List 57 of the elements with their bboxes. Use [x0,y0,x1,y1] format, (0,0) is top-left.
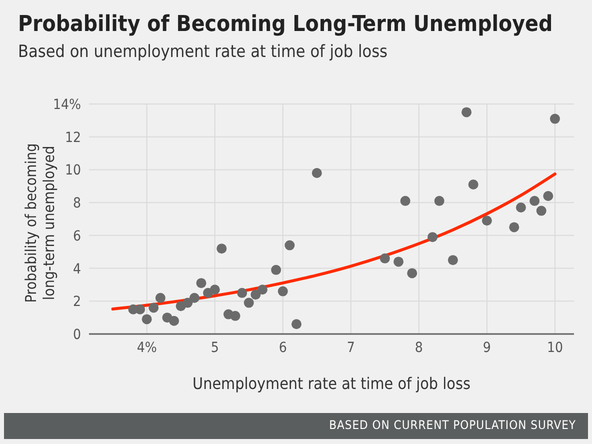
x-tick-label: 9 [482,340,491,356]
y-tick-label: 6 [72,228,81,244]
x-tick-label: 7 [346,340,355,356]
point [291,319,302,330]
point [509,222,520,232]
point [530,196,540,206]
point [550,114,560,124]
x-tick-label: 5 [210,340,219,356]
x-axis-title: Unemployment rate at time of job loss [192,374,472,393]
point [271,264,282,275]
point [462,107,472,118]
point [278,286,288,296]
point [135,304,146,314]
point [216,244,227,254]
point [468,180,478,190]
point [182,298,193,308]
point [148,302,159,313]
line-series [111,172,556,311]
point [536,206,546,216]
y-tick-label: 4 [72,261,81,278]
point [516,202,526,212]
point [230,310,240,321]
x-tick-label: 10 [546,340,563,356]
chart-title: Probability of Becoming Long-Term Unemployed [18,12,553,37]
point [400,196,410,206]
chart-subtitle: Based on unemployment rate at time of job loss [18,42,388,62]
y-tick-label: 14% [53,96,82,113]
point [428,232,438,242]
point [284,240,295,250]
point [189,292,200,303]
x-tick-label: 4% [136,340,157,356]
y-tick-label: 0 [72,326,81,343]
y-tick-label: 10 [64,162,81,179]
point [142,314,152,324]
y-tick-label: 12 [64,130,81,146]
point [434,196,444,206]
point [244,298,254,308]
point [155,292,166,303]
point [543,191,554,201]
x-tick-label: 8 [414,340,423,356]
point [407,268,418,278]
point [380,253,390,264]
point [482,216,492,226]
point [250,290,261,300]
y-tick-label: 2 [72,294,81,310]
point [210,284,220,295]
point [394,256,404,267]
point [196,278,206,288]
point [169,316,180,326]
text: BASED ON CURRENT POPULATION SURVEY [329,418,576,432]
point [312,168,322,178]
point [257,284,268,295]
x-tick-label: 6 [278,340,287,356]
point [448,255,458,266]
point [237,288,248,298]
y-tick-label: 8 [72,196,81,212]
y-axis-title: Probability of becoming long-term unemployed [22,143,58,303]
